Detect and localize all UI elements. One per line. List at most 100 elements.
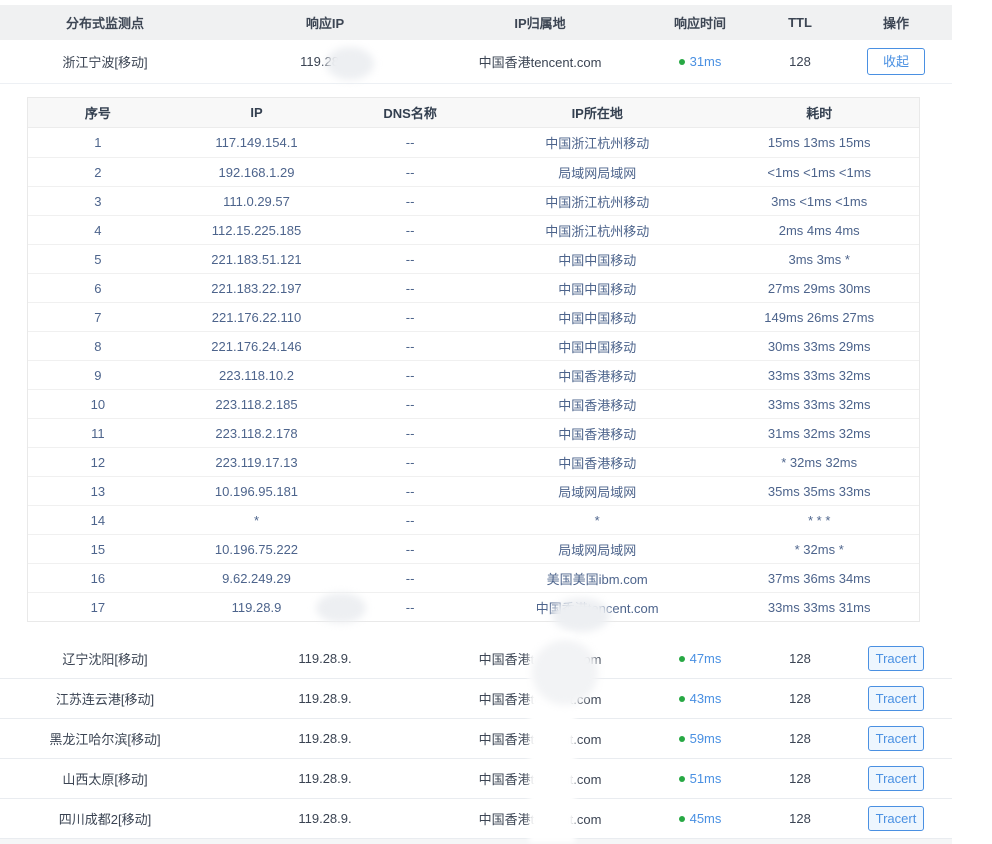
hop-seq: 6 (94, 280, 102, 296)
monitor-response-time: 43ms (640, 691, 760, 706)
monitor-node-label: 山西太原[移动] (62, 772, 148, 787)
hop-seq: 14 (90, 512, 106, 528)
hop-location: 局域网局域网 (558, 165, 637, 181)
hop-location: 中国香港移动 (558, 426, 637, 442)
hop-times: * 32ms 32ms (781, 454, 858, 470)
status-dot-icon (678, 776, 685, 782)
traceroute-row: 17 119.28.9 -- 中国香港tencent.com 33ms 33ms… (28, 592, 919, 621)
latency-value: 51ms (689, 771, 722, 786)
hop-seq: 12 (90, 454, 106, 470)
monitor-response-ip: 119.28.9 (300, 54, 350, 69)
hop-dns: -- (405, 541, 415, 557)
monitor-ttl: 128 (789, 651, 811, 666)
trace-header-location: IP所在地 (571, 106, 623, 121)
monitor-ip-location: 中国香港tencent.com (478, 55, 602, 70)
hop-location: 局域网局域网 (558, 542, 637, 558)
traceroute-row: 13 10.196.95.181 -- 局域网局域网 35ms 35ms 33m… (28, 476, 919, 505)
hop-times: 2ms 4ms 4ms (778, 222, 860, 238)
monitor-node-label: 辽宁沈阳[移动] (62, 652, 148, 667)
traceroute-row: 12 223.119.17.13 -- 中国香港移动 * 32ms 32ms (28, 447, 919, 476)
hop-dns: -- (405, 512, 415, 528)
hop-dns: -- (405, 135, 415, 150)
tracert-button[interactable]: Tracert (867, 806, 925, 831)
hop-location: 中国香港tencent.com (535, 600, 659, 616)
trace-header-seq: 序号 (84, 106, 111, 121)
hop-location: 中国浙江杭州移动 (545, 136, 650, 151)
tracert-button[interactable]: Tracert (867, 726, 925, 751)
traceroute-row: 3 111.0.29.57 -- 中国浙江杭州移动 3ms <1ms <1ms (28, 186, 919, 215)
status-dot-icon (678, 696, 685, 702)
monitor-ip-location: 中国香港tencent.com (478, 732, 602, 747)
monitor-ttl: 128 (789, 54, 811, 69)
tracert-button[interactable]: Tracert (867, 686, 925, 711)
collapse-button[interactable]: 收起 (866, 48, 925, 75)
monitor-response-ip: 119.28.9. (298, 731, 352, 746)
hop-dns: -- (405, 396, 415, 412)
next-section-edge (0, 839, 952, 844)
trace-header-dns: DNS名称 (383, 106, 437, 121)
hop-ip: * (253, 512, 260, 528)
hop-seq: 11 (91, 425, 105, 441)
hop-location: 中国中国移动 (558, 281, 637, 297)
header-ip-location: IP归属地 (514, 16, 566, 31)
hop-ip: 9.62.249.29 (222, 570, 291, 586)
hop-location: 局域网局域网 (558, 484, 637, 500)
monitor-node-label: 浙江宁波[移动] (62, 55, 148, 70)
hop-dns: -- (405, 193, 415, 209)
trace-header-ip: IP (250, 105, 263, 120)
monitor-row-expanded: 浙江宁波[移动] 119.28.9 中国香港tencent.com 31ms 1… (0, 40, 952, 84)
monitor-ip-location: 中国香港tencent.com (478, 772, 602, 787)
hop-seq: 13 (90, 483, 106, 499)
hop-location: 中国香港移动 (558, 397, 637, 413)
hop-dns: -- (405, 338, 415, 354)
monitor-node-label: 四川成都2[移动] (58, 812, 152, 827)
traceroute-row: 9 223.118.10.2 -- 中国香港移动 33ms 33ms 32ms (28, 360, 919, 389)
status-dot-icon (678, 59, 685, 65)
traceroute-rows: 1 117.149.154.1 -- 中国浙江杭州移动 15ms 13ms 15… (28, 128, 919, 621)
monitor-action-cell: Tracert (840, 806, 952, 831)
hop-location: 中国中国移动 (558, 310, 637, 326)
traceroute-row: 2 192.168.1.29 -- 局域网局域网 <1ms <1ms <1ms (28, 157, 919, 186)
monitor-row: 江苏连云港[移动] 119.28.9. 中国香港tencent.com 43ms… (0, 679, 952, 719)
hop-location: 中国香港移动 (558, 368, 637, 384)
traceroute-row: 4 112.15.225.185 -- 中国浙江杭州移动 2ms 4ms 4ms (28, 215, 919, 244)
hop-location: * (594, 512, 600, 528)
tracert-button[interactable]: Tracert (867, 646, 925, 671)
hop-times: 27ms 29ms 30ms (767, 280, 871, 296)
traceroute-row: 16 9.62.249.29 -- 美国美国ibm.com 37ms 36ms … (28, 563, 919, 592)
traceroute-row: 7 221.176.22.110 -- 中国中国移动 149ms 26ms 27… (28, 302, 919, 331)
header-response-time: 响应时间 (673, 16, 726, 31)
tracert-button[interactable]: Tracert (867, 766, 925, 791)
hop-ip: 223.118.10.2 (219, 367, 294, 383)
trace-header-time: 耗时 (806, 106, 833, 121)
monitor-response-time: 47ms (640, 651, 760, 666)
monitor-node-label: 江苏连云港[移动] (55, 692, 155, 707)
hop-times: * * * (808, 512, 831, 528)
traceroute-row: 11 223.118.2.178 -- 中国香港移动 31ms 32ms 32m… (28, 418, 919, 447)
traceroute-row: 5 221.183.51.121 -- 中国中国移动 3ms 3ms * (28, 244, 919, 273)
hop-location: 中国中国移动 (558, 339, 637, 355)
hop-ip: 112.15.225.185 (211, 222, 302, 238)
hop-location: 中国香港移动 (558, 455, 637, 471)
traceroute-row: 10 223.118.2.185 -- 中国香港移动 33ms 33ms 32m… (28, 389, 919, 418)
monitor-rows: 辽宁沈阳[移动] 119.28.9. 中国香港tencent.com 47ms … (0, 639, 952, 839)
hop-times: 31ms 32ms 32ms (767, 425, 871, 441)
hop-dns: -- (405, 483, 415, 499)
status-dot-icon (678, 816, 685, 822)
hop-times: 15ms 13ms 15ms (767, 135, 871, 150)
monitor-response-ip: 119.28.9. (298, 771, 352, 786)
results-table: 分布式监测点 响应IP IP归属地 响应时间 TTL 操作 浙江宁波[移动] 1… (0, 5, 952, 844)
monitor-action-cell: Tracert (840, 726, 952, 751)
hop-dns: -- (405, 164, 415, 180)
hop-times: 3ms 3ms * (788, 251, 850, 267)
monitor-response-time: 45ms (640, 811, 760, 826)
monitor-ip-location: 中国香港tencent.com (478, 652, 602, 667)
hop-seq: 3 (94, 193, 102, 209)
latency-value: 31ms (689, 54, 722, 69)
hop-ip: 10.196.95.181 (214, 483, 299, 499)
hop-times: 33ms 33ms 32ms (767, 367, 871, 383)
hop-ip: 221.176.24.146 (211, 338, 302, 354)
hop-ip: 192.168.1.29 (218, 164, 295, 180)
hop-ip: 221.183.22.197 (211, 280, 302, 296)
